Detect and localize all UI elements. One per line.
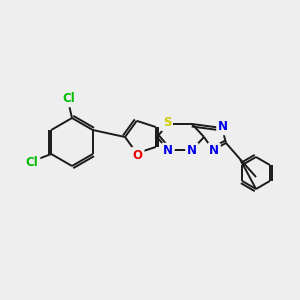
Text: O: O xyxy=(133,149,143,162)
Text: N: N xyxy=(187,145,197,158)
Text: Cl: Cl xyxy=(63,92,75,106)
Text: N: N xyxy=(209,145,219,158)
Text: N: N xyxy=(163,145,173,158)
Text: S: S xyxy=(163,116,171,130)
Text: N: N xyxy=(218,121,228,134)
Text: Cl: Cl xyxy=(26,157,39,169)
